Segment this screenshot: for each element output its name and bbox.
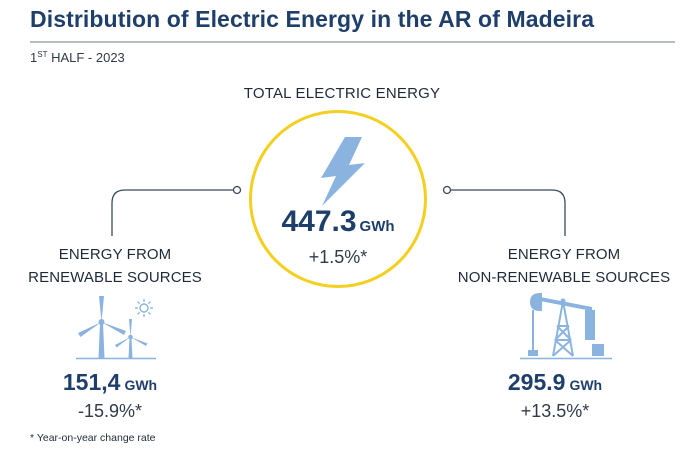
total-value-unit: GWh	[359, 218, 395, 235]
renewable-label-line1: ENERGY FROM	[58, 246, 172, 263]
non-renewable-value-unit: GWh	[569, 377, 603, 393]
non-renewable-label-line2: NON-RENEWABLE SOURCES	[457, 269, 671, 286]
total-energy-label: TOTAL ELECTRIC ENERGY	[243, 85, 441, 102]
renewable-value-number: 151,4	[62, 369, 121, 395]
non-renewable-value: 295.9 GWh	[470, 369, 640, 396]
left-connector	[111, 185, 242, 236]
renewable-label: ENERGY FROM RENEWABLE SOURCES	[20, 243, 210, 289]
total-value-number: 447.3	[281, 205, 357, 238]
renewable-label-line2: RENEWABLE SOURCES	[28, 269, 202, 286]
footnote: * Year-on-year change rate	[30, 432, 156, 444]
page-title: Distribution of Electric Energy in the A…	[30, 6, 595, 32]
renewable-change-rate: -15.9%*	[77, 401, 143, 421]
wind-turbines-sun-icon	[76, 296, 156, 360]
renewable-value-unit: GWh	[124, 377, 158, 393]
renewable-value: 151,4 GWh	[25, 369, 195, 396]
total-energy-value: 447.3 GWh	[249, 205, 427, 239]
non-renewable-label: ENERGY FROM NON-RENEWABLE SOURCES	[448, 243, 680, 289]
non-renewable-change-rate: +13.5%*	[520, 401, 590, 421]
period-number: 1	[30, 50, 38, 65]
total-change-rate: +1.5%*	[308, 247, 368, 267]
non-renewable-label-line1: ENERGY FROM	[507, 246, 621, 263]
oil-pumpjack-icon	[520, 293, 612, 360]
title-divider	[30, 41, 675, 43]
period-ordinal: ST	[37, 50, 48, 59]
period-text: HALF - 2023	[47, 50, 125, 65]
total-energy-ring	[249, 110, 427, 288]
right-connector	[442, 185, 566, 236]
non-renewable-value-number: 295.9	[507, 369, 566, 395]
period-label: 1ST HALF - 2023	[30, 50, 125, 65]
